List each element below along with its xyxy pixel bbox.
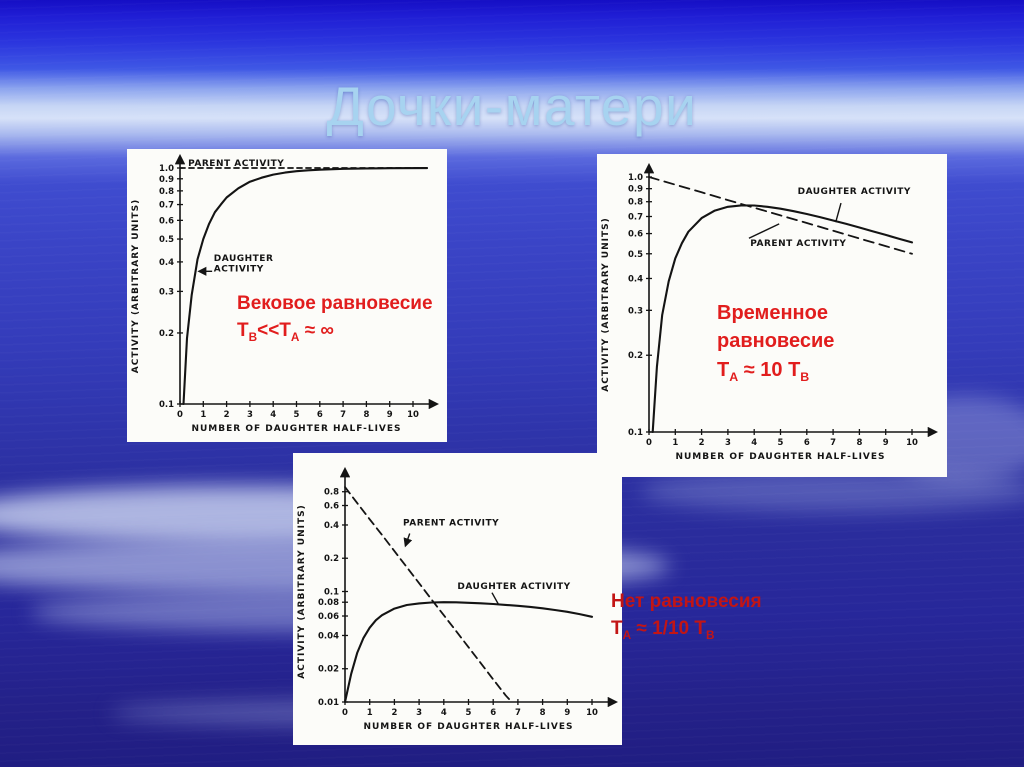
svg-text:0.02: 0.02	[318, 665, 339, 675]
svg-text:0.5: 0.5	[159, 235, 174, 245]
chart-secular-equilibrium: 1.00.9 0.8 0.7 0.6 0.5 0.4 0.3 0.2 0.10 1 2 3 4 5 6 7 8 9…	[131, 153, 440, 434]
svg-text:DAUGHTER: DAUGHTER	[214, 254, 274, 264]
svg-text:0.3: 0.3	[628, 306, 643, 316]
svg-text:5: 5	[778, 438, 784, 448]
svg-text:0.1: 0.1	[159, 400, 174, 410]
svg-text:10: 10	[407, 410, 419, 420]
svg-text:2: 2	[391, 708, 397, 718]
svg-text:ACTIVITY (ARBITRARY UNITS): ACTIVITY (ARBITRARY UNITS)	[131, 199, 141, 373]
svg-text:5: 5	[466, 708, 472, 718]
svg-text:4: 4	[751, 438, 757, 448]
svg-text:10: 10	[586, 708, 598, 718]
svg-text:DAUGHTER ACTIVITY: DAUGHTER ACTIVITY	[457, 582, 570, 592]
svg-text:5: 5	[294, 410, 300, 420]
annotation-line: TB<<TA ≈ ∞	[237, 319, 334, 344]
svg-text:0.8: 0.8	[324, 488, 339, 498]
svg-text:1: 1	[672, 438, 678, 448]
svg-text:0.6: 0.6	[324, 502, 339, 512]
svg-text:NUMBER OF DAUGHTER HALF-LIVES: NUMBER OF DAUGHTER HALF-LIVES	[363, 722, 573, 732]
svg-text:0.7: 0.7	[628, 213, 643, 223]
svg-text:0.01: 0.01	[318, 698, 339, 708]
svg-text:0.6: 0.6	[159, 216, 174, 226]
svg-text:0.4: 0.4	[159, 258, 174, 268]
svg-text:ACTIVITY: ACTIVITY	[214, 265, 264, 275]
svg-text:NUMBER OF DAUGHTER HALF-LIVES: NUMBER OF DAUGHTER HALF-LIVES	[191, 424, 401, 434]
svg-text:6: 6	[490, 708, 496, 718]
svg-text:0.8: 0.8	[159, 187, 174, 197]
svg-text:6: 6	[804, 438, 810, 448]
chart-transient-equilibrium: 1.0 0.9 0.8 0.7 0.6 0.5 0.4 0.3 0.2 0.10 1 2 3 4 5 6 7 8 9…	[601, 162, 939, 462]
svg-text:1: 1	[200, 410, 206, 420]
svg-text:7: 7	[830, 438, 836, 448]
svg-text:0.8: 0.8	[628, 198, 643, 208]
svg-text:0.5: 0.5	[628, 250, 643, 260]
svg-text:0.6: 0.6	[628, 230, 643, 240]
chart-panel-no-equilibrium: 0.8 0.6 0.4 0.2 0.1 0.08 0.06 0.04 0.02 0.01 0 1 2 3 4…	[293, 453, 622, 745]
svg-text:0.7: 0.7	[159, 201, 174, 211]
svg-text:PARENT ACTIVITY: PARENT ACTIVITY	[403, 519, 499, 529]
annotation-line: равновесие	[717, 330, 835, 353]
svg-text:8: 8	[856, 438, 862, 448]
svg-text:1: 1	[367, 708, 373, 718]
svg-text:1.0: 1.0	[628, 173, 643, 183]
annotation-line: Нет равновесия	[611, 591, 762, 612]
svg-text:NUMBER OF DAUGHTER HALF-LIVES: NUMBER OF DAUGHTER HALF-LIVES	[675, 452, 885, 462]
svg-text:4: 4	[441, 708, 447, 718]
svg-text:8: 8	[363, 410, 369, 420]
svg-text:0.04: 0.04	[318, 631, 339, 641]
annotation-line: Временное	[717, 302, 828, 324]
svg-text:3: 3	[416, 708, 422, 718]
svg-text:0.1: 0.1	[324, 588, 339, 598]
svg-text:ACTIVITY (ARBITRARY UNITS): ACTIVITY (ARBITRARY UNITS)	[297, 504, 307, 678]
svg-text:0.1: 0.1	[628, 428, 643, 438]
slide-title: Дочки-матери	[326, 75, 698, 137]
svg-text:6: 6	[317, 410, 323, 420]
annotation-transient-equilibrium: Временное равновесие TA ≈ 10 TB	[717, 299, 834, 386]
svg-text:3: 3	[247, 410, 253, 420]
annotation-line: Вековое равновесие	[237, 293, 433, 314]
svg-text:0: 0	[177, 410, 183, 420]
cloud-layer	[640, 470, 1024, 512]
svg-text:4: 4	[270, 410, 276, 420]
svg-text:0.9: 0.9	[628, 185, 643, 195]
svg-text:8: 8	[540, 708, 546, 718]
svg-text:3: 3	[725, 438, 731, 448]
svg-text:10: 10	[906, 438, 918, 448]
svg-text:PARENT ACTIVITY: PARENT ACTIVITY	[750, 239, 846, 249]
svg-text:0.3: 0.3	[159, 287, 174, 297]
svg-text:2: 2	[224, 410, 230, 420]
svg-text:9: 9	[883, 438, 889, 448]
svg-text:0.06: 0.06	[318, 612, 339, 622]
svg-text:2: 2	[699, 438, 705, 448]
svg-text:0: 0	[646, 438, 652, 448]
svg-text:0.4: 0.4	[628, 274, 643, 284]
svg-text:0.2: 0.2	[159, 329, 174, 339]
annotation-secular-equilibrium: Вековое равновесие TB<<TA ≈ ∞	[237, 291, 433, 346]
svg-text:0.2: 0.2	[628, 351, 643, 361]
svg-text:0.08: 0.08	[318, 598, 339, 608]
annotation-line: TA ≈ 10 TB	[717, 358, 810, 384]
annotation-no-equilibrium: Нет равновесия TA ≈ 1/10 TB	[611, 589, 762, 644]
svg-text:1.0: 1.0	[159, 164, 174, 174]
svg-text:PARENT ACTIVITY: PARENT ACTIVITY	[188, 159, 284, 169]
chart-panel-secular-equilibrium: 1.0 0.9 0.8 0.7 0.6 0.5 0.4 0.3 0.2 0.1 0 1 2 3 4 5 6 7 8 9…	[127, 149, 447, 442]
svg-text:DAUGHTER ACTIVITY: DAUGHTER ACTIVITY	[798, 187, 911, 197]
svg-text:9: 9	[564, 708, 570, 718]
annotation-line: TA ≈ 1/10 TB	[611, 617, 715, 642]
svg-text:7: 7	[340, 410, 346, 420]
svg-text:ACTIVITY (ARBITRARY UNITS): ACTIVITY (ARBITRARY UNITS)	[601, 217, 611, 391]
svg-text:0: 0	[342, 708, 348, 718]
svg-text:0.4: 0.4	[324, 521, 339, 531]
svg-text:9: 9	[387, 410, 393, 420]
chart-no-equilibrium: 0.8 0.6 0.4 0.2 0.10.08 0.06 0.04 0.02 0.010 1 2 3 4…	[297, 466, 619, 732]
svg-text:7: 7	[515, 708, 521, 718]
svg-text:0.2: 0.2	[324, 554, 339, 564]
svg-text:0.9: 0.9	[159, 175, 174, 185]
chart-panel-transient-equilibrium: 1.0 0.9 0.8 0.7 0.6 0.5 0.4 0.3 0.2 0.1 0 1 2 3 4 5 6 7 8 9…	[597, 154, 947, 477]
